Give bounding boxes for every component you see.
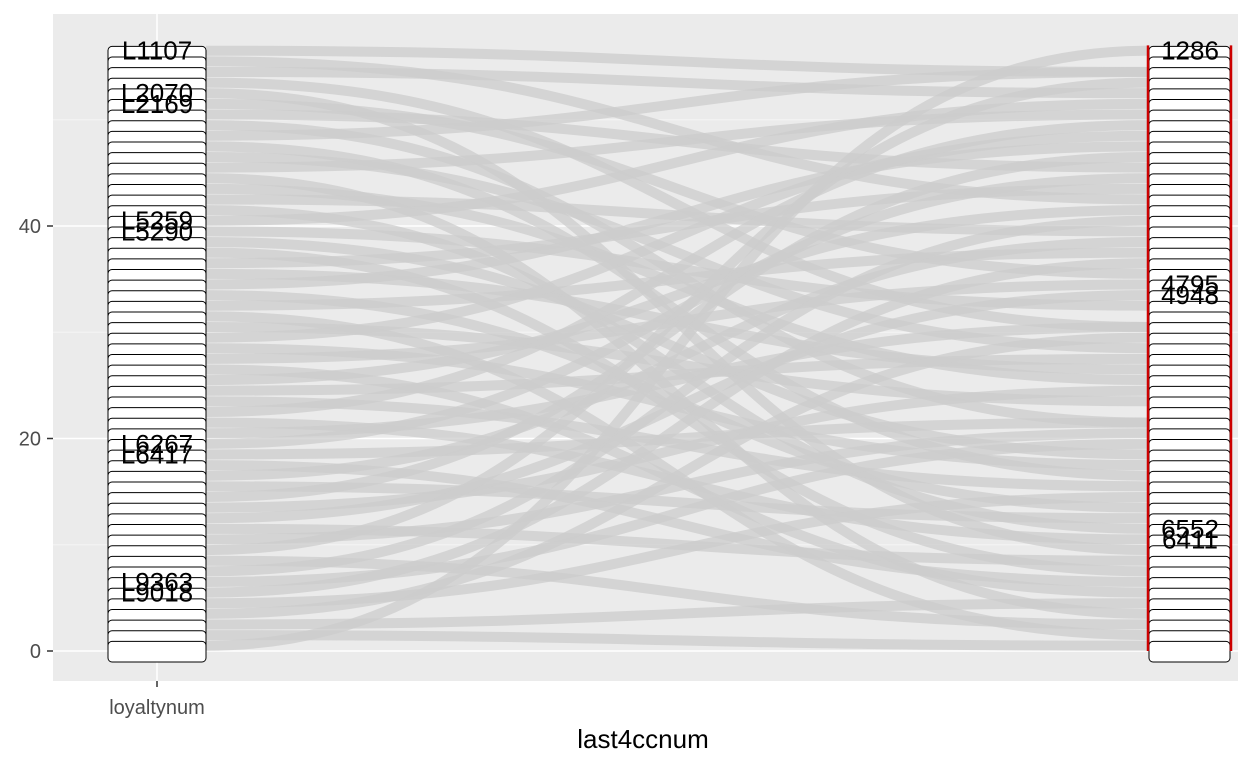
flow-line — [205, 236, 1150, 481]
flow-line — [205, 481, 1150, 524]
y-axis-ticks: 0 20 40 — [19, 216, 53, 663]
left-stratum-label: L9363 — [121, 567, 193, 597]
flow-line — [205, 290, 1150, 524]
flow-line — [205, 555, 1150, 630]
flow-line — [205, 66, 1150, 99]
flow-line — [205, 77, 1150, 556]
flow-lines — [205, 45, 1150, 651]
right-stratum-label: 4795 — [1161, 269, 1219, 299]
y-tick-label: 0 — [30, 641, 41, 663]
x-axis-title: last4ccnum — [577, 724, 709, 754]
flow-line — [205, 428, 1150, 545]
left-stratum-label: L2070 — [121, 78, 193, 108]
flow-line — [205, 130, 1150, 343]
left-stratum-label: L1107 — [122, 36, 192, 66]
left-stratum-box — [107, 640, 207, 663]
y-tick-label: 20 — [19, 429, 41, 451]
left-stratum-label: L5290 — [121, 216, 193, 246]
left-stratum-label: L6417 — [121, 439, 193, 469]
flow-line — [205, 396, 1150, 492]
flow-line — [205, 141, 1150, 290]
right-stratum-label: 6411 — [1162, 524, 1218, 554]
right-stratum-label: 1286 — [1161, 36, 1219, 66]
left-stratum-label: L5259 — [121, 206, 193, 236]
right-stratum-box — [1148, 640, 1231, 663]
flow-line — [205, 120, 1150, 417]
flow-line — [205, 417, 1150, 460]
flow-line — [205, 353, 1150, 396]
left-stratum-label: L9018 — [121, 578, 193, 608]
flow-line — [205, 109, 1150, 173]
flow-line — [205, 45, 1150, 651]
x-tick-label-loyaltynum: loyaltynum — [109, 697, 205, 719]
flow-line — [205, 332, 1150, 619]
right-stratum-label: 6552 — [1161, 514, 1219, 544]
flow-line — [205, 258, 1150, 598]
left-stratum-label: L6267 — [121, 429, 193, 459]
flow-line — [205, 598, 1150, 630]
flow-line — [205, 215, 1150, 577]
flow-line — [205, 66, 1150, 141]
flow-line — [205, 151, 1150, 502]
left-stratum-label: L2169 — [121, 89, 193, 119]
y-tick-label: 40 — [19, 216, 41, 238]
flow-line — [205, 205, 1150, 386]
flow-line — [205, 630, 1150, 651]
right-stratum-label: 4948 — [1161, 280, 1219, 310]
flow-line — [205, 205, 1150, 534]
